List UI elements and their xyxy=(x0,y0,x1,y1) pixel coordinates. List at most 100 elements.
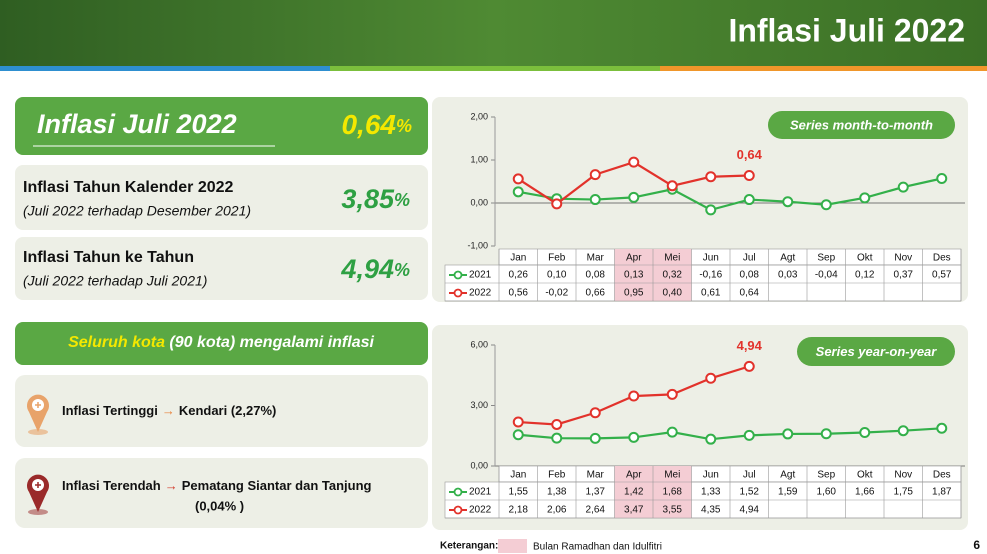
cell-label: 1,33 xyxy=(701,487,721,498)
main-box xyxy=(15,97,428,155)
y-tick-label: 1,00 xyxy=(470,154,488,164)
cell-label: 0,40 xyxy=(663,288,683,299)
y-tick-label: 2,00 xyxy=(470,111,488,121)
calendar-box xyxy=(15,165,428,230)
calendar-label: Inflasi Tahun Kalender 2022 xyxy=(23,179,234,196)
cell-label: 1,87 xyxy=(932,487,952,498)
cell-label: 0,66 xyxy=(586,288,606,299)
point xyxy=(551,418,563,430)
yoy-label: Inflasi Tahun ke Tahun xyxy=(23,249,194,266)
point xyxy=(743,169,755,181)
yoy-note: (Juli 2022 terhadap Juli 2021) xyxy=(23,273,207,289)
point xyxy=(705,171,717,183)
cell-label: 2,18 xyxy=(509,505,529,516)
cell-label: 1,37 xyxy=(586,487,606,498)
point xyxy=(743,429,755,441)
page-number: 6 xyxy=(973,538,980,552)
highlight-column xyxy=(653,249,692,301)
x-tick-label: Agt xyxy=(780,253,795,264)
cell-label: 0,56 xyxy=(509,288,529,299)
calendar-note: (Juli 2022 terhadap Desember 2021) xyxy=(23,203,251,219)
point xyxy=(782,428,794,440)
arrow: → xyxy=(162,403,175,418)
point xyxy=(705,372,717,384)
cell-label: 1,52 xyxy=(740,487,760,498)
point xyxy=(666,426,678,438)
banner-text: Seluruh kota (90 kota) mengalami inflasi xyxy=(68,334,374,351)
cell-label: 1,75 xyxy=(894,487,914,498)
point xyxy=(705,204,717,216)
stripe xyxy=(330,66,660,71)
point xyxy=(589,407,601,419)
cell-label: 0,95 xyxy=(624,288,644,299)
highest-box xyxy=(15,375,428,447)
cell-label: 0,32 xyxy=(663,270,683,281)
cell-label: 3,47 xyxy=(624,505,644,516)
pin-icon xyxy=(27,474,49,515)
cell-label: 0,57 xyxy=(932,270,952,281)
title-pill xyxy=(768,111,955,139)
cell-label: 0,12 xyxy=(855,270,875,281)
x-tick-label: Apr xyxy=(626,253,642,264)
x-tick-label: Jun xyxy=(703,253,719,264)
annotation: 4,94 xyxy=(737,338,763,353)
x-tick-label: Jul xyxy=(743,470,756,481)
cell-label: 1,66 xyxy=(855,487,875,498)
point xyxy=(628,191,640,203)
y-tick-label: 0,00 xyxy=(470,460,488,470)
x-tick-label: Mar xyxy=(587,470,605,481)
lowest-label: Inflasi Terendah xyxy=(62,478,161,493)
x-tick-label: Sep xyxy=(817,253,835,264)
legend-label: 2021 xyxy=(469,270,492,281)
point xyxy=(628,431,640,443)
legend-marker xyxy=(453,487,463,497)
cell-label: 0,10 xyxy=(547,270,567,281)
legend-label: 2022 xyxy=(469,505,492,516)
y-tick-label: 0,00 xyxy=(470,197,488,207)
banner xyxy=(15,322,428,365)
point xyxy=(820,428,832,440)
point xyxy=(859,427,871,439)
series-line xyxy=(518,177,942,212)
banner-highlight: Seluruh kota xyxy=(68,334,165,351)
legend-label: 2022 xyxy=(469,288,492,299)
header-title: Inflasi Juli 2022 xyxy=(728,12,965,48)
x-tick-label: Des xyxy=(933,253,951,264)
y-tick-label: -1,00 xyxy=(467,240,488,250)
value: 0,64 xyxy=(341,109,396,140)
point xyxy=(551,198,563,210)
cell-label: 1,60 xyxy=(817,487,837,498)
point xyxy=(897,181,909,193)
point xyxy=(666,388,678,400)
highlight-column xyxy=(614,466,653,518)
point xyxy=(589,194,601,206)
point xyxy=(743,360,755,372)
value: 4,94 xyxy=(340,254,394,284)
x-tick-label: Jul xyxy=(743,253,756,264)
legend-title: Keterangan: xyxy=(440,541,498,552)
point xyxy=(936,172,948,184)
cell-label: 2,64 xyxy=(586,505,606,516)
cell-label: 3,55 xyxy=(663,505,683,516)
unit: % xyxy=(394,260,410,280)
cell-label: 2,06 xyxy=(547,505,567,516)
stripe xyxy=(0,66,330,71)
x-tick-label: Mei xyxy=(664,253,680,264)
lowest-value: (0,04% ) xyxy=(195,498,244,513)
yoy-value: 4,94% xyxy=(340,254,410,284)
legend-marker xyxy=(453,270,463,280)
cell-label: -0,04 xyxy=(815,270,838,281)
highlight-column xyxy=(653,466,692,518)
cell-label: 0,26 xyxy=(509,270,529,281)
cell-label: 0,08 xyxy=(586,270,606,281)
highest-text: Inflasi Tertinggi → Kendari (2,27%) xyxy=(62,403,276,418)
cell-label: 1,38 xyxy=(547,487,567,498)
x-tick-label: Mar xyxy=(587,253,605,264)
legend-marker xyxy=(453,505,463,515)
arrow: → xyxy=(165,478,178,493)
point xyxy=(512,186,524,198)
highest-city: Kendari (2,27%) xyxy=(179,403,277,418)
main-label: Inflasi Juli 2022 xyxy=(37,109,237,139)
x-tick-label: Mei xyxy=(664,470,680,481)
lowest-text: Inflasi Terendah → Pematang Siantar dan Ta… xyxy=(62,478,372,493)
